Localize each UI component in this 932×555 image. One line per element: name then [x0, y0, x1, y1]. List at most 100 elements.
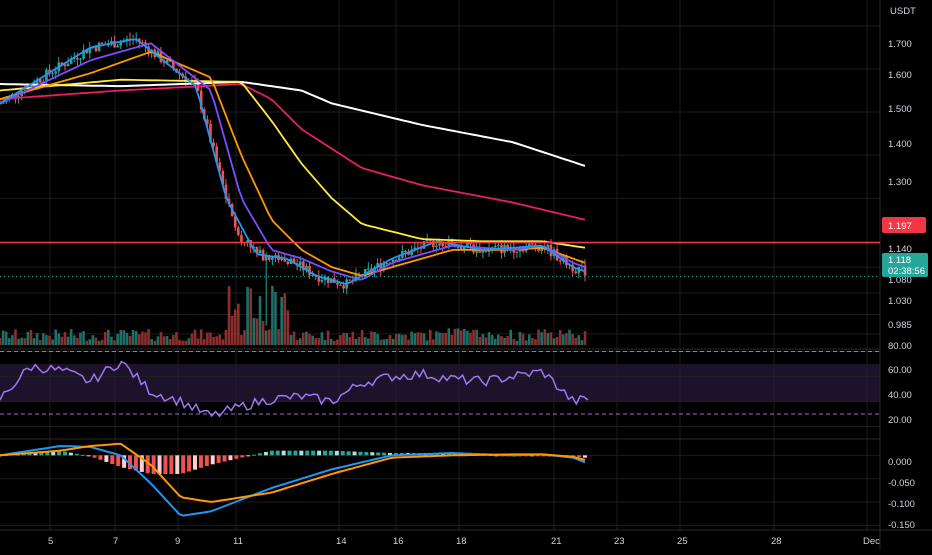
volume-bar — [295, 339, 299, 345]
date-label: 5 — [48, 536, 53, 547]
candle-body — [54, 71, 58, 74]
volume-bar — [134, 331, 138, 345]
candle-body — [537, 247, 540, 251]
volume-bar — [583, 331, 587, 345]
candle-body — [237, 227, 240, 235]
candle-body — [391, 259, 395, 264]
candle-body — [422, 241, 426, 249]
time-axis[interactable]: 5 7 9 11 14 16 18 21 23 25 28 Dec — [48, 536, 880, 547]
volume-bar — [277, 329, 280, 345]
price-tick: 1.400 — [888, 139, 912, 150]
volume-bar — [456, 328, 460, 345]
candle-body — [373, 267, 376, 272]
macd-histogram-bar — [128, 455, 132, 470]
volume-bar — [314, 338, 318, 345]
candle-body — [466, 242, 469, 248]
macd-histogram-bar — [453, 453, 457, 456]
candle-body — [97, 42, 101, 52]
volume-bar — [258, 296, 262, 345]
date-label: 11 — [233, 536, 243, 547]
candle-body — [240, 234, 243, 243]
candle-body — [79, 58, 82, 60]
macd-histogram-bar — [133, 455, 138, 471]
volume-bar — [376, 333, 379, 345]
macd-histogram-bar — [263, 451, 268, 456]
volume-bar — [459, 330, 463, 345]
candle-body — [348, 279, 352, 281]
volume-bar — [292, 331, 296, 345]
volume-bar — [370, 331, 373, 345]
volume-bar — [97, 340, 101, 345]
volume-bar — [7, 338, 11, 345]
macd-histogram-bar — [240, 455, 245, 458]
macd-histogram-bar — [122, 455, 127, 468]
volume-bar — [103, 331, 107, 345]
volume-bar — [187, 338, 191, 345]
price-axis[interactable]: 1.700 1.600 1.500 1.400 1.300 1.140 1.08… — [888, 39, 912, 331]
macd-axis[interactable]: 0.000 -0.050 -0.100 -0.150 — [888, 457, 915, 531]
candle-body — [215, 146, 218, 163]
volume-bar — [221, 339, 225, 345]
candle-body — [116, 45, 119, 48]
volume-bar — [367, 338, 370, 345]
candle-body — [432, 240, 435, 248]
macd-histogram-bar — [299, 450, 304, 456]
volume-bar — [382, 339, 386, 345]
volume-bar — [329, 338, 333, 345]
volume-bar — [168, 339, 172, 345]
volume-bar — [537, 329, 540, 345]
volume-bar — [462, 329, 466, 345]
date-label: 18 — [456, 536, 467, 547]
volume-bar — [428, 329, 432, 345]
macd-histogram-bar — [116, 455, 121, 467]
volume-bar — [407, 339, 410, 345]
volume-bar — [500, 336, 503, 345]
volume-bar — [549, 332, 553, 345]
macd-histogram-bar — [376, 452, 381, 456]
volume-bar — [172, 334, 175, 345]
volume-bar — [94, 337, 98, 345]
volume-bar — [4, 331, 8, 345]
volume-bar — [137, 334, 141, 345]
macd-histogram-bar — [45, 451, 50, 456]
macd-histogram-bar — [352, 451, 357, 456]
volume-bar — [339, 335, 342, 345]
macd-histogram-bar — [86, 455, 91, 457]
candle-body — [88, 47, 92, 54]
volume-bar — [391, 338, 395, 345]
rsi-axis[interactable]: 80.00 60.00 40.00 20.00 — [888, 341, 912, 426]
volume-bar — [91, 335, 95, 345]
candle-body — [305, 265, 308, 271]
macd-histogram-bar — [63, 451, 67, 456]
volume-bar — [401, 334, 404, 345]
volume-bar — [122, 330, 126, 345]
volume-bar — [11, 335, 14, 345]
macd-histogram-bar — [33, 452, 38, 456]
volume-bar — [280, 296, 283, 345]
candle-body — [113, 41, 116, 48]
candle-body — [17, 95, 20, 98]
candle-body — [546, 244, 550, 250]
candle-body — [469, 242, 472, 245]
candle-body — [413, 247, 417, 250]
volume-bar — [23, 338, 27, 345]
macd-histogram-bar — [27, 453, 32, 456]
volume-bar — [422, 333, 426, 345]
volume-bar — [404, 334, 407, 345]
volume-bar — [289, 335, 293, 345]
macd-histogram-bar — [252, 454, 257, 456]
candle-body — [252, 246, 256, 248]
date-label: Dec — [863, 536, 880, 547]
volume-bar — [410, 331, 413, 345]
macd-histogram-bar — [80, 454, 85, 456]
date-label: 14 — [336, 536, 347, 547]
volume-bar — [159, 332, 163, 345]
macd-histogram-bar — [234, 455, 239, 459]
volume-bar — [26, 331, 30, 345]
volume-bar — [215, 336, 218, 345]
volume-bar — [493, 338, 497, 345]
macd-histogram-bar — [169, 455, 174, 474]
candle-body — [100, 42, 104, 44]
